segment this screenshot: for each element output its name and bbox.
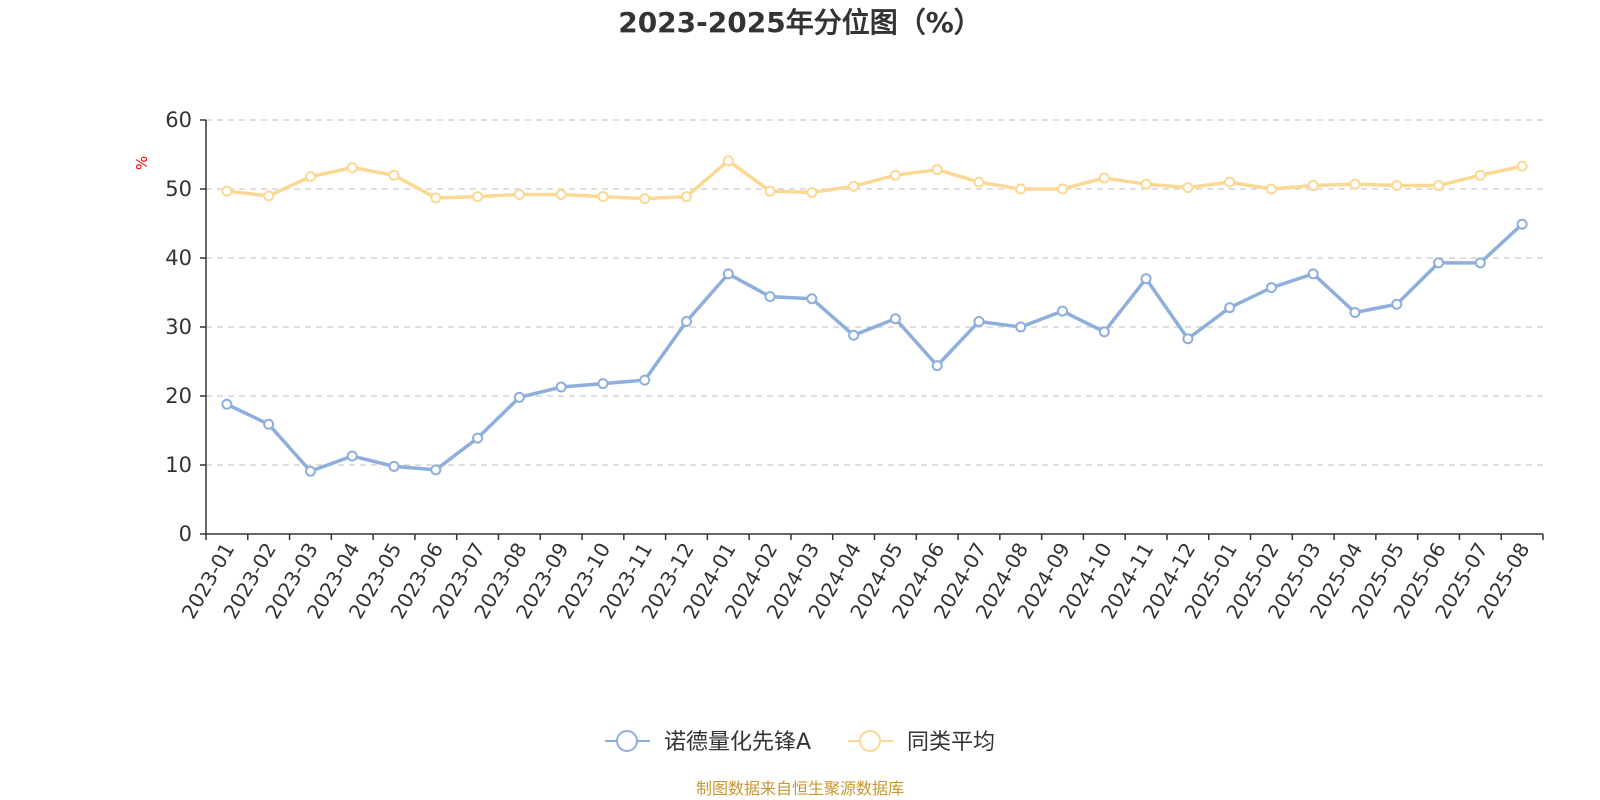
data-point[interactable] bbox=[1474, 257, 1486, 269]
data-point[interactable] bbox=[597, 378, 609, 390]
data-point[interactable] bbox=[889, 169, 901, 181]
data-point[interactable] bbox=[346, 450, 358, 462]
data-point[interactable] bbox=[931, 164, 943, 176]
data-point[interactable] bbox=[1391, 298, 1403, 310]
data-point[interactable] bbox=[221, 398, 233, 410]
grid-lines bbox=[206, 119, 1543, 466]
data-point[interactable] bbox=[889, 313, 901, 325]
data-point[interactable] bbox=[1307, 268, 1319, 280]
data-point[interactable] bbox=[806, 186, 818, 198]
x-tick-labels: 2023-012023-022023-032023-042023-052023-… bbox=[177, 539, 1535, 623]
legend-item-series-1[interactable]: 诺德量化先锋A bbox=[605, 730, 811, 755]
data-point[interactable] bbox=[1516, 218, 1528, 230]
data-point[interactable] bbox=[1098, 326, 1110, 338]
data-point[interactable] bbox=[1015, 183, 1027, 195]
data-point[interactable] bbox=[1140, 273, 1152, 285]
data-point[interactable] bbox=[1474, 169, 1486, 181]
data-point[interactable] bbox=[555, 189, 567, 201]
data-point[interactable] bbox=[1224, 302, 1236, 314]
series-1 bbox=[221, 218, 1528, 477]
y-tick-label: 30 bbox=[165, 315, 192, 339]
series-lines bbox=[221, 155, 1528, 477]
data-point[interactable] bbox=[388, 169, 400, 181]
y-tick-labels: 0 10 20 30 40 50 60 bbox=[165, 108, 192, 546]
data-point[interactable] bbox=[263, 418, 275, 430]
data-point[interactable] bbox=[764, 291, 776, 303]
data-point[interactable] bbox=[931, 360, 943, 372]
series-line bbox=[226, 158, 1523, 201]
data-point[interactable] bbox=[1098, 172, 1110, 184]
data-point[interactable] bbox=[597, 191, 609, 203]
data-point[interactable] bbox=[680, 191, 692, 203]
y-tick-label: 50 bbox=[165, 177, 192, 201]
data-point[interactable] bbox=[1140, 178, 1152, 190]
data-point[interactable] bbox=[722, 268, 734, 280]
data-point[interactable] bbox=[430, 192, 442, 204]
y-tick-label: 0 bbox=[179, 522, 192, 546]
data-point[interactable] bbox=[806, 293, 818, 305]
y-tick-label: 10 bbox=[165, 453, 192, 477]
data-point[interactable] bbox=[1433, 257, 1445, 269]
data-point[interactable] bbox=[472, 191, 484, 203]
data-point[interactable] bbox=[430, 464, 442, 476]
data-point[interactable] bbox=[1516, 160, 1528, 172]
data-point[interactable] bbox=[764, 185, 776, 197]
data-point[interactable] bbox=[973, 315, 985, 327]
data-point[interactable] bbox=[555, 381, 567, 393]
data-point[interactable] bbox=[973, 176, 985, 188]
data-point[interactable] bbox=[1015, 321, 1027, 333]
data-point[interactable] bbox=[1224, 176, 1236, 188]
data-point[interactable] bbox=[388, 460, 400, 472]
data-point[interactable] bbox=[1265, 282, 1277, 294]
data-point[interactable] bbox=[513, 391, 525, 403]
data-point[interactable] bbox=[1433, 180, 1445, 192]
y-tick-label: 20 bbox=[165, 384, 192, 408]
data-source-note: 制图数据来自恒生聚源数据库 bbox=[696, 779, 904, 798]
data-point[interactable] bbox=[304, 171, 316, 183]
data-point[interactable] bbox=[722, 155, 734, 167]
chart-title: 2023-2025年分位图（%） bbox=[618, 6, 982, 39]
data-point[interactable] bbox=[1182, 333, 1194, 345]
data-point[interactable] bbox=[472, 432, 484, 444]
data-point[interactable] bbox=[1265, 183, 1277, 195]
data-point[interactable] bbox=[221, 185, 233, 197]
data-point[interactable] bbox=[346, 162, 358, 174]
data-point[interactable] bbox=[1307, 180, 1319, 192]
data-point[interactable] bbox=[848, 329, 860, 341]
data-point[interactable] bbox=[1057, 305, 1069, 317]
legend: 诺德量化先锋A 同类平均 bbox=[605, 730, 995, 755]
data-point[interactable] bbox=[513, 189, 525, 201]
data-point[interactable] bbox=[1349, 178, 1361, 190]
data-point[interactable] bbox=[304, 465, 316, 477]
legend-marker-series-2 bbox=[859, 730, 881, 752]
series-2 bbox=[221, 155, 1528, 205]
data-point[interactable] bbox=[1349, 307, 1361, 319]
y-tick-label: 60 bbox=[165, 108, 192, 132]
data-point[interactable] bbox=[1057, 183, 1069, 195]
data-point[interactable] bbox=[263, 190, 275, 202]
data-point[interactable] bbox=[1182, 182, 1194, 194]
legend-item-series-2[interactable]: 同类平均 bbox=[848, 730, 995, 755]
axes bbox=[200, 119, 1544, 540]
legend-label-series-1: 诺德量化先锋A bbox=[664, 730, 811, 755]
data-point[interactable] bbox=[1391, 180, 1403, 192]
legend-label-series-2: 同类平均 bbox=[907, 730, 995, 755]
legend-marker-series-1 bbox=[616, 730, 638, 752]
data-point[interactable] bbox=[680, 315, 692, 327]
y-tick-label: 40 bbox=[165, 246, 192, 270]
y-axis-unit: % bbox=[133, 156, 151, 170]
data-point[interactable] bbox=[639, 374, 651, 386]
series-line bbox=[226, 222, 1524, 473]
data-point[interactable] bbox=[848, 180, 860, 192]
data-point[interactable] bbox=[639, 193, 651, 205]
